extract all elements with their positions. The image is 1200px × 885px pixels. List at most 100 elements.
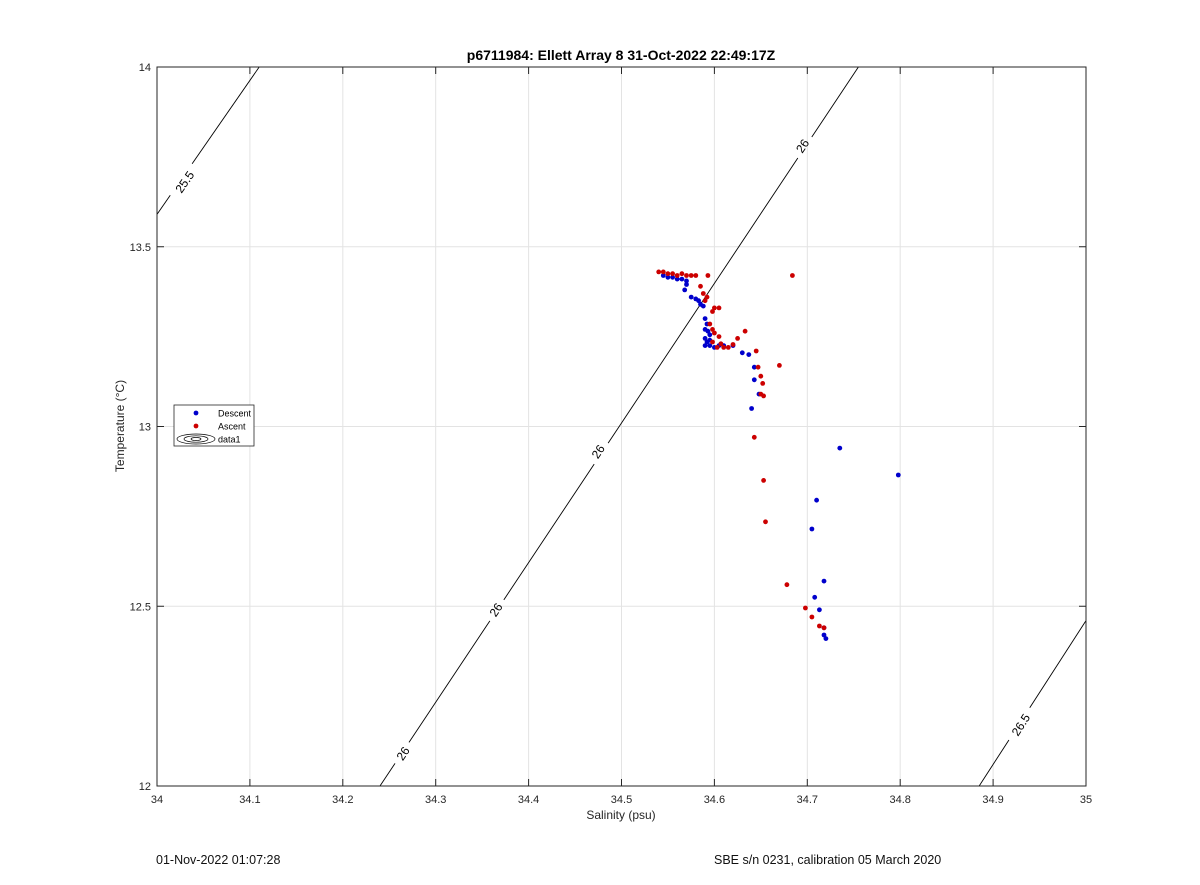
y-tick-label: 13.5 — [130, 242, 151, 254]
contour-line-26.5 — [978, 739, 1010, 787]
ascent-point — [679, 271, 685, 277]
descent-point — [751, 364, 757, 370]
ascent-point — [702, 298, 708, 304]
contour-label: 26 — [589, 442, 608, 461]
ascent-point — [674, 273, 680, 278]
contour-label: 26 — [793, 136, 812, 155]
ascent-point — [712, 305, 717, 311]
y-tick-label: 13 — [139, 422, 151, 434]
footer-sensor-info: SBE s/n 0231, calibration 05 March 2020 — [714, 853, 942, 867]
descent-point — [702, 343, 708, 348]
x-tick-label: 34.5 — [611, 794, 632, 806]
footer-timestamp: 01-Nov-2022 01:07:28 — [156, 853, 281, 867]
descent-point — [821, 632, 827, 638]
y-tick-label: 12 — [139, 781, 151, 793]
ascent-point — [712, 330, 717, 336]
descent-point — [823, 636, 829, 641]
descent-point — [674, 276, 680, 282]
ascent-point — [784, 582, 790, 588]
descent-point — [705, 328, 711, 334]
descent-point — [704, 339, 710, 345]
ascent-point — [700, 291, 706, 296]
x-tick-label: 35 — [1080, 794, 1092, 806]
ascent-point — [714, 345, 720, 350]
chart-title: p6711984: Ellett Array 8 31-Oct-2022 22:… — [467, 47, 776, 63]
contour-line-26 — [503, 463, 595, 601]
descent-point — [696, 298, 701, 304]
descent-point — [821, 578, 827, 584]
descent-point — [746, 352, 752, 357]
ascent-point — [684, 273, 689, 278]
descent-point — [684, 278, 689, 284]
descent-point — [670, 274, 675, 280]
ascent-point — [790, 273, 795, 278]
descent-point — [688, 294, 694, 300]
x-tick-label: 34 — [151, 794, 163, 806]
y-axis-label: Temperature (°C) — [113, 380, 127, 472]
x-axis-label: Salinity (psu) — [586, 808, 655, 822]
descent-point — [679, 276, 685, 282]
x-axis-ticks: 34 34.1 34.2 34.3 34.4 34.5 34.6 34.7 34.8 34.9 35 — [151, 67, 1092, 806]
ascent-point — [777, 363, 782, 368]
descent-point — [814, 497, 819, 503]
ascent-point — [730, 342, 736, 347]
contour-line-26 — [811, 66, 859, 138]
x-tick-label: 34.2 — [332, 794, 353, 806]
legend-ascent-label: Ascent — [218, 422, 246, 432]
ascent-point — [755, 364, 761, 370]
legend-ascent-marker — [193, 423, 199, 429]
ascent-point — [761, 393, 766, 399]
y-tick-label: 14 — [139, 62, 151, 74]
ascent-point — [735, 336, 740, 341]
contour-line-25.5 — [156, 195, 171, 215]
descent-point — [812, 594, 818, 600]
descent-point — [837, 445, 843, 451]
x-tick-label: 34.3 — [425, 794, 446, 806]
legend-descent-marker — [193, 410, 199, 416]
x-tick-label: 34.6 — [704, 794, 725, 806]
contour-label: 25.5 — [172, 168, 197, 195]
ascent-point — [725, 345, 731, 350]
ascent-point — [751, 434, 757, 440]
ascent-point — [710, 327, 715, 332]
ascent-point — [718, 341, 724, 347]
ascent-point — [821, 625, 827, 631]
ascent-point — [707, 321, 713, 327]
ascent-point — [698, 283, 703, 289]
legend-data1-label: data1 — [218, 435, 241, 445]
ascent-point — [688, 273, 694, 278]
y-axis-ticks: 12 12.5 13 13.5 14 — [130, 62, 1086, 793]
ascent-point — [704, 294, 710, 300]
ascent-point — [665, 271, 671, 277]
ascent-point — [760, 381, 766, 386]
descent-point — [809, 526, 815, 532]
descent-point — [749, 406, 754, 411]
ascent-point — [716, 334, 722, 339]
descent-point — [751, 377, 757, 383]
ascent-point — [670, 271, 675, 277]
ascent-point — [817, 623, 822, 629]
descent-point — [707, 343, 713, 348]
ascent-point — [753, 348, 759, 354]
legend-descent-label: Descent — [218, 409, 252, 419]
descent-point — [682, 287, 688, 293]
data-points — [656, 269, 901, 641]
contour-line-26.5 — [1029, 620, 1087, 708]
descent-point — [817, 607, 822, 613]
contour-label: 26 — [487, 600, 506, 619]
ascent-point — [705, 273, 711, 278]
descent-point — [665, 274, 671, 280]
y-tick-label: 12.5 — [130, 601, 151, 613]
contour-line-25.5 — [191, 66, 260, 164]
legend-box — [173, 404, 255, 447]
descent-point — [660, 273, 666, 278]
descent-point — [739, 350, 745, 356]
x-tick-label: 34.7 — [797, 794, 818, 806]
contour-label: 26 — [394, 744, 413, 763]
ascent-point — [710, 309, 715, 314]
legend: Descent Ascent data1 — [173, 404, 255, 447]
x-tick-label: 34.8 — [889, 794, 910, 806]
ascent-point — [742, 328, 748, 334]
descent-point — [702, 316, 708, 321]
